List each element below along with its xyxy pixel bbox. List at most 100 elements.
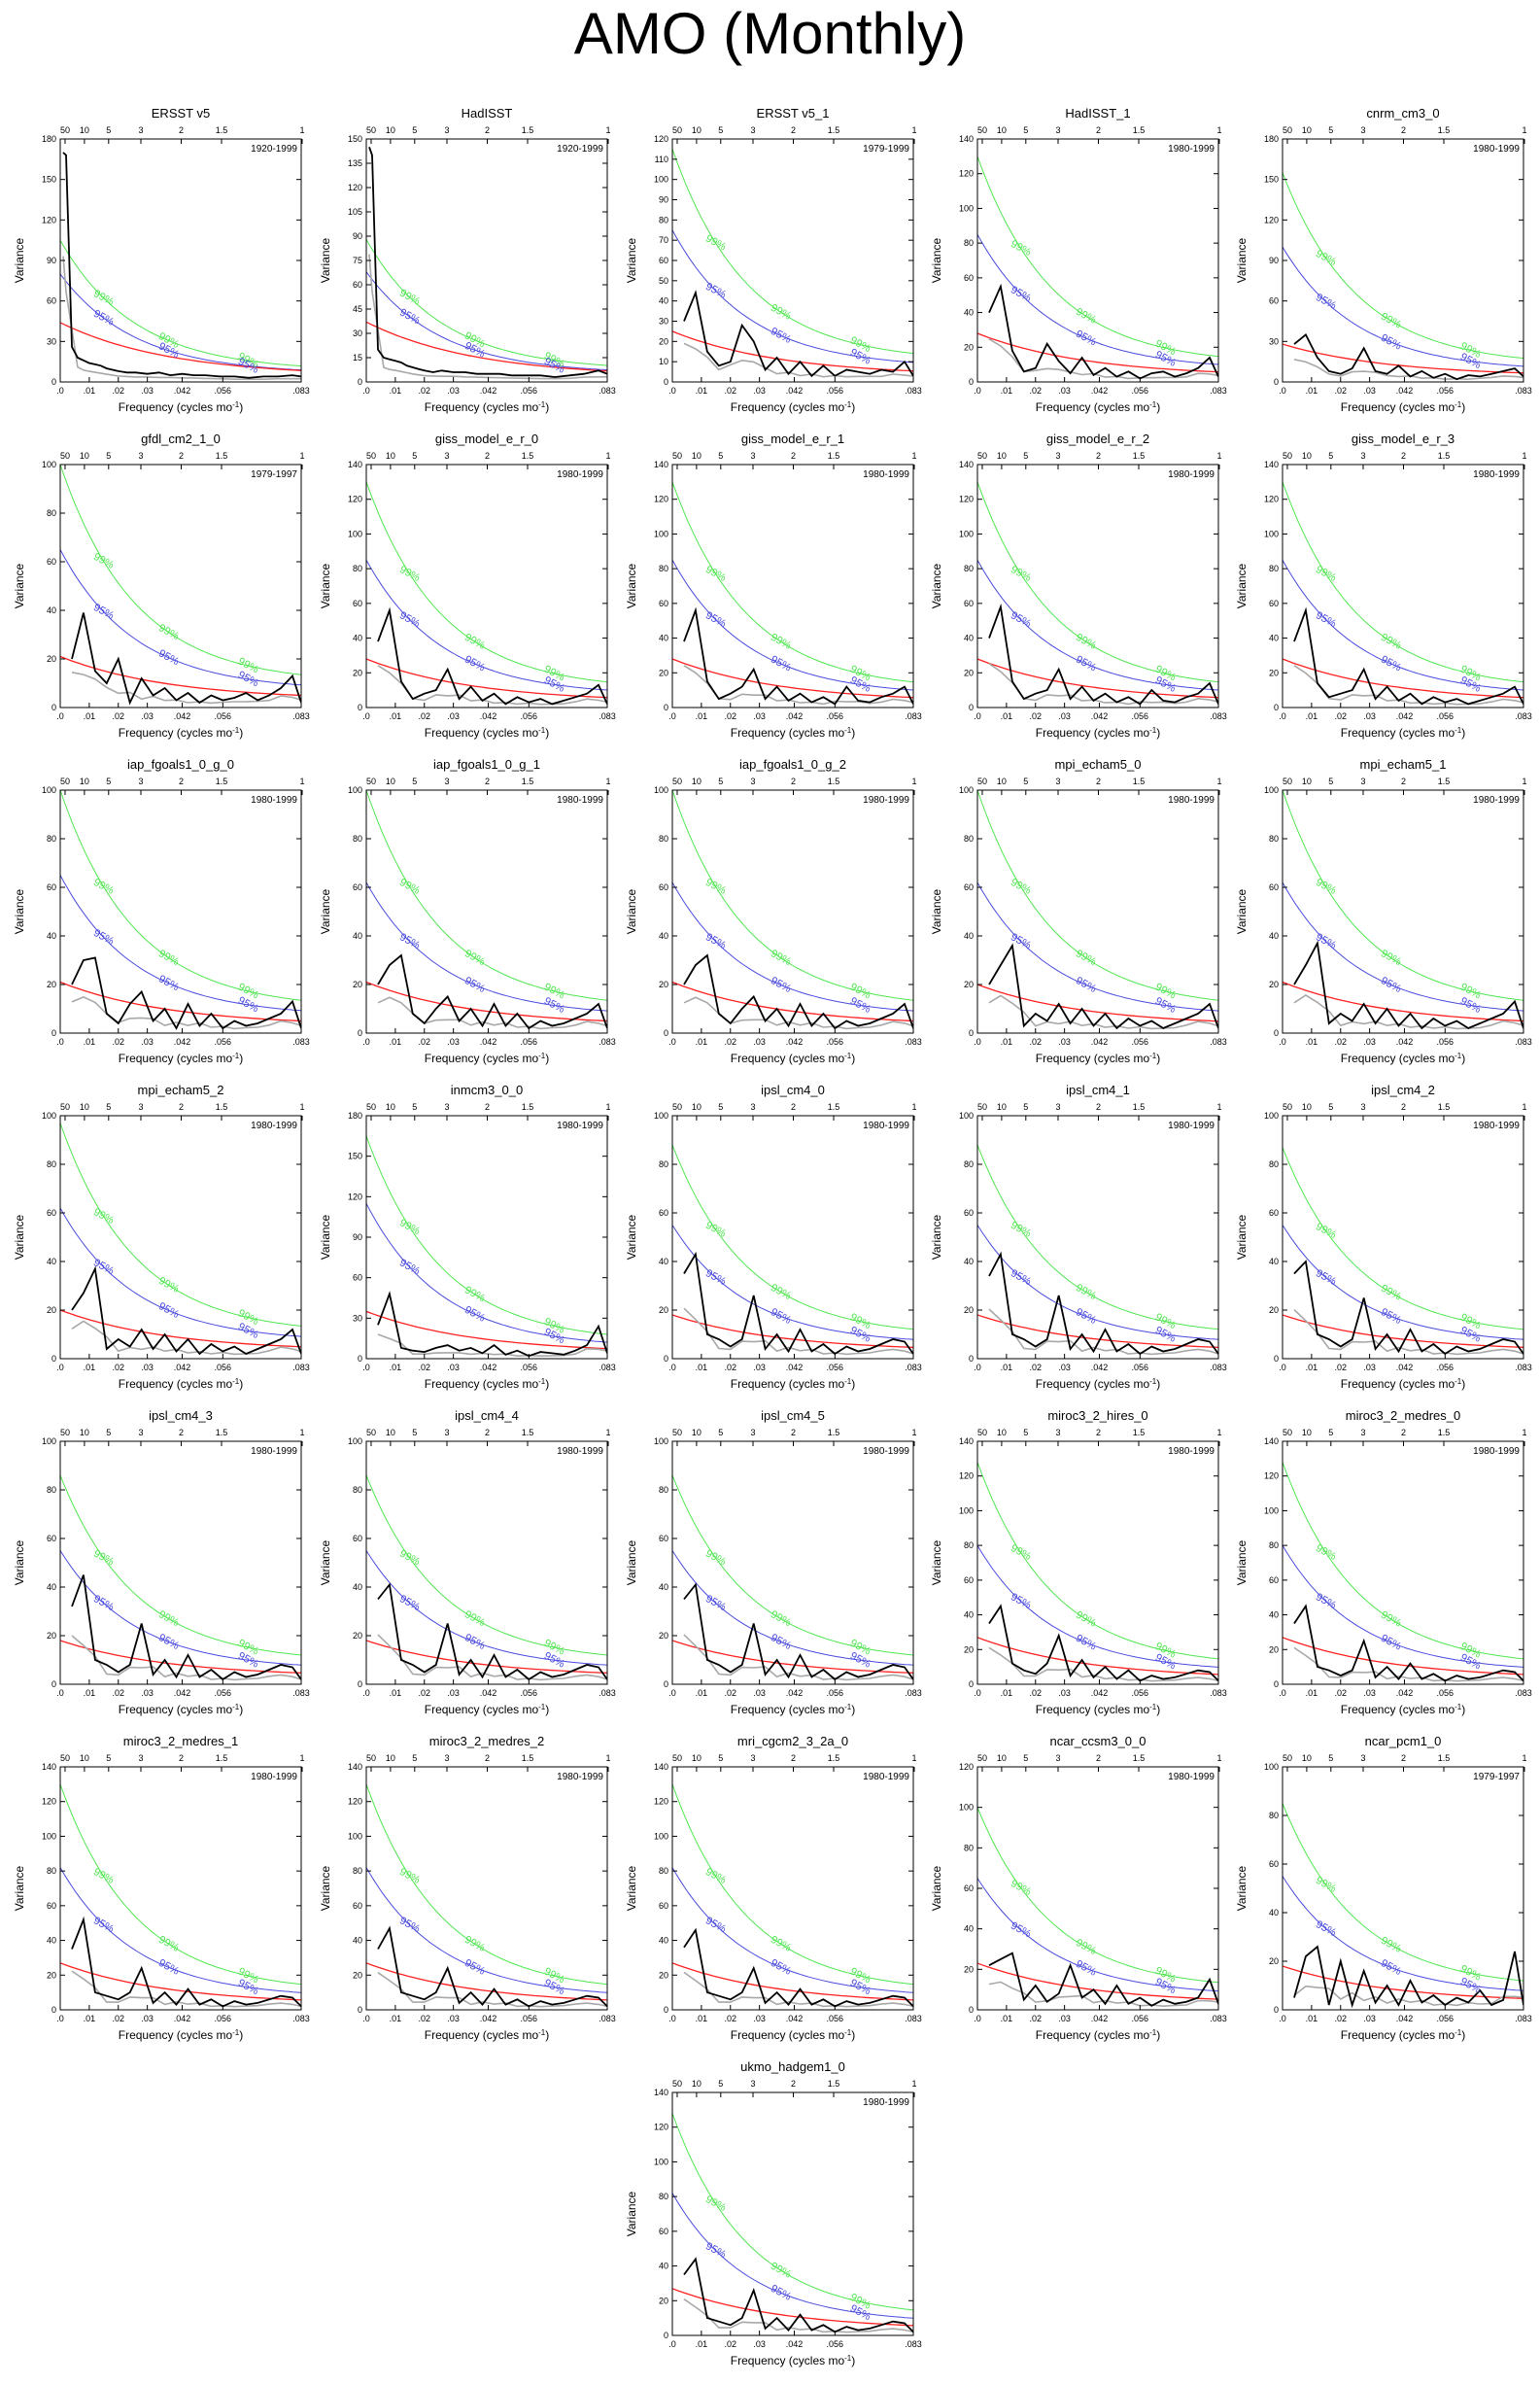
smoothed-spectrum-line [683, 1307, 913, 1356]
chart-panel: gfdl_cm2_1_01979-199799%99%99%95%95%95%0… [13, 432, 310, 740]
conf95-label: 95% [462, 975, 487, 995]
y-tick-label: 0 [969, 1354, 974, 1364]
y-tick-label: 140 [959, 1436, 974, 1446]
period-tick-label: 2 [179, 125, 184, 135]
period-tick-label: 10 [692, 777, 702, 786]
smoothed-spectrum-line [377, 1333, 607, 1358]
conf95-label: 95% [1074, 1306, 1098, 1327]
period-tick-label: 2 [485, 1428, 490, 1437]
y-tick-label: 60 [353, 882, 362, 892]
x-tick-label: .056 [215, 386, 232, 396]
conf99-label: 99% [397, 1866, 422, 1886]
conf95-label: 95% [1314, 609, 1338, 630]
x-axis-label-main: Frequency (cycles mo [731, 2028, 845, 2042]
y-tick-label: 0 [969, 2005, 974, 2015]
y-tick-label: 60 [964, 1208, 974, 1218]
period-tick-label: 10 [386, 777, 395, 786]
x-tick-label: .083 [1515, 2014, 1532, 2023]
conf99-label: 99% [703, 1866, 728, 1886]
x-tick-label: .083 [905, 2014, 922, 2023]
y-tick-label: 40 [47, 1582, 56, 1592]
page-title: AMO (Monthly) [573, 1, 967, 66]
x-tick-label: .03 [141, 711, 154, 721]
x-tick-label: .01 [696, 2339, 708, 2349]
period-tick-label: 3 [750, 2079, 755, 2089]
x-axis-label-sup: -1 [844, 1052, 852, 1060]
conf99-label: 99% [769, 632, 793, 652]
plot-area: 99%99%99%95%95%95% [1283, 1147, 1523, 1356]
conf99-label: 99% [769, 1282, 793, 1302]
plot-frame [671, 138, 914, 383]
x-axis-label-main: Frequency (cycles mo [1036, 1377, 1150, 1391]
panel-title: ipsl_cm4_5 [761, 1408, 825, 1423]
conf99-label: 99% [769, 1934, 793, 1954]
spectrum-line [71, 956, 301, 1030]
period-tick-label: 2 [1096, 1102, 1101, 1112]
spectrum-line [988, 1952, 1218, 2007]
conf99-label: 99% [91, 551, 116, 571]
x-tick-label: .083 [1515, 1688, 1532, 1698]
chart-panel: mri_cgcm2_3_2a_01980-199999%99%99%95%95%… [625, 1734, 922, 2042]
x-tick-label: .0 [974, 386, 981, 396]
period-tick-label: 50 [672, 451, 682, 461]
conf95-curve [366, 1867, 607, 1993]
x-tick-label: .01 [390, 1037, 402, 1047]
period-tick-label: 1 [605, 1102, 610, 1112]
conf99-label: 99% [1379, 1935, 1403, 1955]
conf95-label: 95% [156, 1632, 181, 1652]
x-tick-label: .042 [1091, 1037, 1109, 1047]
spectrum-line [1293, 1604, 1523, 1682]
x-tick-label: .02 [113, 1363, 125, 1372]
plot-frame [671, 1766, 914, 2011]
chart-panel: ipsl_cm4_41980-199999%99%99%95%95%95%020… [319, 1408, 616, 1716]
period-tick-label: 3 [1360, 1102, 1365, 1112]
period-tick-label: 50 [672, 1428, 682, 1437]
x-tick-label: .056 [1132, 386, 1149, 396]
conf99-label: 99% [1379, 1609, 1403, 1630]
x-tick-label: .02 [725, 711, 737, 721]
period-tick-label: 1.5 [1133, 451, 1146, 461]
chart-panel: giss_model_e_r_11980-199999%99%99%95%95%… [625, 432, 922, 740]
conf95-label: 95% [397, 609, 422, 630]
y-tick-label: 140 [348, 1762, 362, 1772]
y-tick-label: 40 [353, 1582, 362, 1592]
panel-title: ukmo_hadgem1_0 [740, 2059, 845, 2074]
red-noise-line [672, 981, 913, 1022]
y-tick-label: 140 [654, 460, 668, 469]
y-tick-label: 80 [659, 1159, 668, 1169]
period-tick-label: 1 [911, 2079, 916, 2089]
panel-title: iap_fgoals1_0_g_0 [127, 757, 234, 772]
x-tick-label: .0 [974, 1037, 981, 1047]
x-tick-label: .01 [1001, 711, 1013, 721]
conf99-curve [60, 239, 301, 367]
y-tick-label: 60 [47, 1901, 56, 1911]
plot-frame [365, 1115, 608, 1360]
plot-frame [671, 1440, 914, 1685]
y-axis-label: Variance [930, 563, 943, 608]
plot-area: 99%99%99%95%95%95% [977, 481, 1218, 706]
x-tick-label: .0 [974, 2014, 981, 2023]
x-axis-label-end: ) [1156, 1703, 1160, 1716]
conf99-label: 99% [1379, 311, 1403, 331]
conf99-curve [60, 1783, 301, 1986]
period-label: 1980-1999 [557, 1772, 603, 1782]
smoothed-spectrum-line [988, 338, 1218, 380]
x-axis-label-sup: -1 [232, 1377, 240, 1386]
x-tick-label: .083 [599, 1363, 616, 1372]
period-tick-label: 1.5 [216, 1428, 228, 1437]
x-axis-label-end: ) [1461, 1377, 1465, 1391]
x-tick-label: .083 [1210, 1688, 1227, 1698]
period-tick-label: 2 [1401, 1753, 1406, 1763]
x-tick-label: .03 [1058, 711, 1071, 721]
x-tick-label: .03 [1363, 1688, 1376, 1698]
period-tick-label: 1 [299, 777, 304, 786]
x-tick-label: .083 [599, 386, 616, 396]
conf99-label: 99% [1074, 1937, 1098, 1957]
y-tick-label: 60 [353, 1534, 362, 1543]
smoothed-spectrum-line [683, 2298, 913, 2333]
x-axis-label-main: Frequency (cycles mo [119, 1377, 233, 1391]
chart-panel: iap_fgoals1_0_g_11980-199999%99%99%95%95… [319, 757, 616, 1065]
period-tick-label: 2 [1096, 451, 1101, 461]
panel-title: miroc3_2_medres_1 [123, 1734, 239, 1748]
